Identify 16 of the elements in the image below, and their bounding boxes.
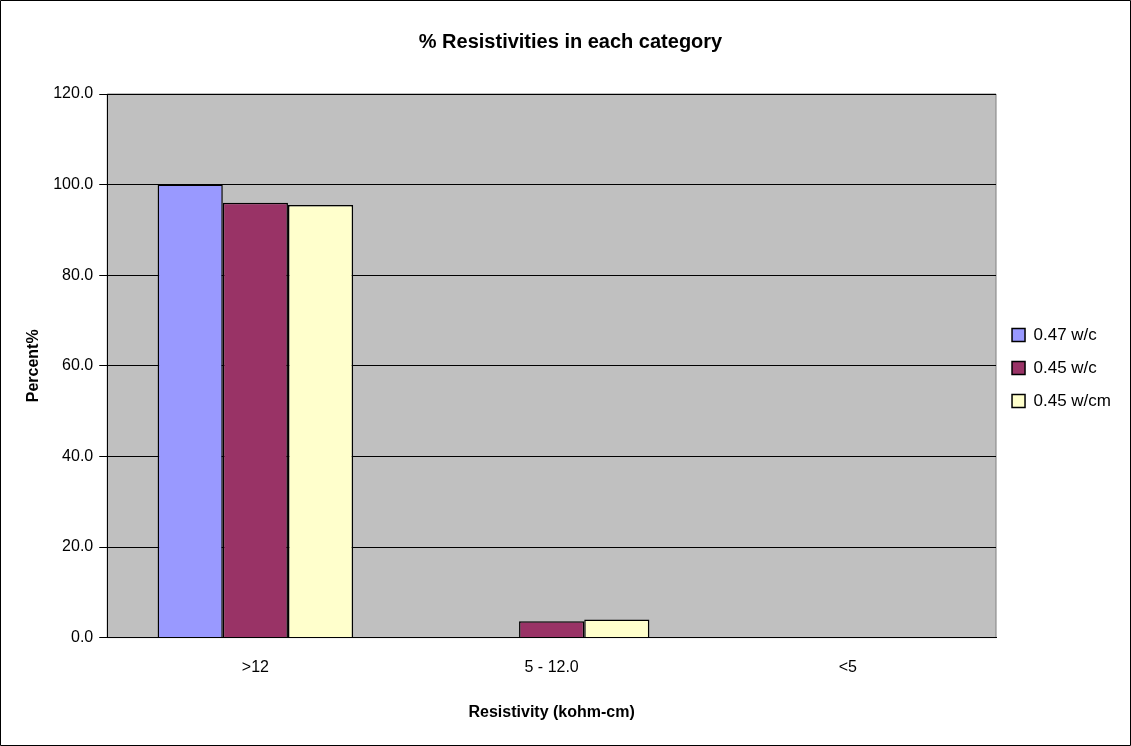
y-tick-label: 60.0 bbox=[62, 356, 94, 374]
legend-label: 0.45 w/c bbox=[1033, 357, 1098, 377]
y-tick-label: 40.0 bbox=[62, 446, 94, 464]
y-tick-label: 80.0 bbox=[62, 265, 94, 283]
chart-title: % Resistivities in each category bbox=[418, 29, 724, 52]
x-axis-title: Resistivity (kohm-cm) bbox=[468, 702, 635, 720]
x-tick-label: >12 bbox=[241, 657, 270, 675]
y-axis-title: Percent% bbox=[24, 329, 42, 403]
legend-label: 0.47 w/c bbox=[1033, 324, 1098, 344]
y-tick-label: 120.0 bbox=[53, 84, 94, 102]
y-tick-label: 100.0 bbox=[53, 175, 94, 193]
x-tick-label: <5 bbox=[838, 657, 858, 675]
y-tick-label: 20.0 bbox=[62, 537, 94, 555]
y-tick-label: 0.0 bbox=[70, 628, 94, 646]
x-tick-label: 5 - 12.0 bbox=[524, 657, 579, 675]
legend-label: 0.45 w/cm bbox=[1033, 390, 1112, 410]
